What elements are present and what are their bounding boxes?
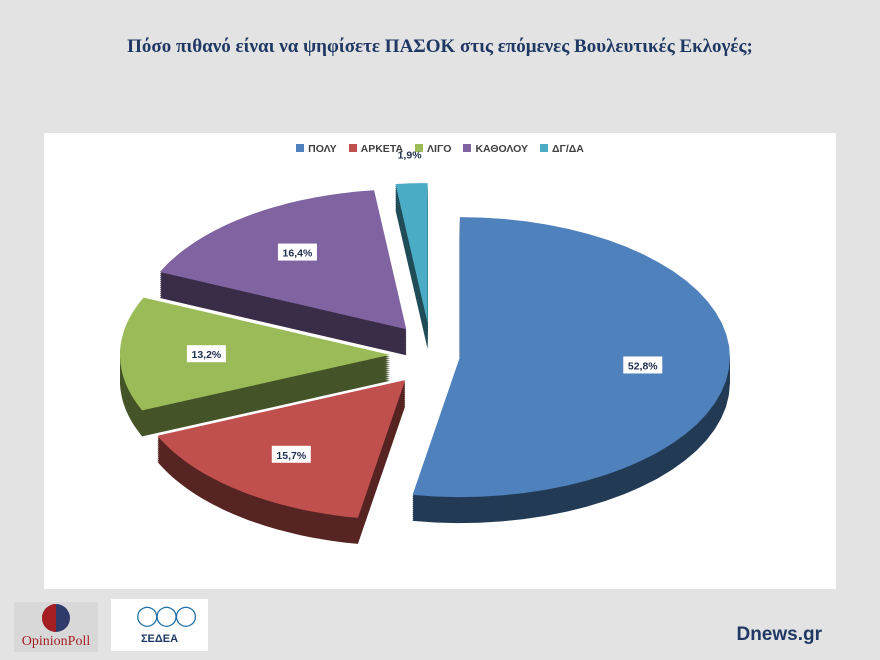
people-icon: ◯◯◯ [136,605,197,627]
data-label-text: 16,4% [283,248,313,260]
sedea-logo-text: ΣΕΔΕΑ [140,633,179,645]
pie-slice-2 [120,297,391,437]
legend-item: ΛΙΓΟ [415,143,451,155]
pie-slice-4 [395,183,428,350]
pie-slice-top [395,183,428,324]
legend-label: ΑΡΚΕΤΑ [360,143,404,155]
legend-item: ΠΟΛΥ [296,143,337,155]
sedea-logo: ◯◯◯ ΣΕΔΕΑ [111,599,208,651]
legend: ΠΟΛΥ ΑΡΚΕΤΑ ΛΙΓΟ ΚΑΘΟΛΟΥ ΔΓ/ΔΑ [0,143,880,155]
pie-slice-3 [159,190,407,356]
source-label: Dnews.gr [736,624,822,645]
legend-item: ΔΓ/ΔΑ [539,143,584,155]
legend-label: ΔΓ/ΔΑ [551,143,584,155]
pie-slice-top [412,217,730,498]
legend-swatch [348,144,357,152]
opinion-poll-logo: OpinionPoll [14,602,98,652]
legend-item: ΚΑΘΟΛΟΥ [463,143,528,155]
data-label: 15,7% [271,445,311,463]
data-label: 52,8% [623,356,663,374]
legend-swatch [296,144,305,152]
legend-label: ΚΑΘΟΛΟΥ [475,143,528,155]
data-label-text: 1,9% [398,150,423,162]
data-label-text: 15,7% [276,450,306,462]
legend-item: ΑΡΚΕΤΑ [348,143,404,155]
pie-logo-icon [42,604,70,632]
data-label: 16,4% [277,243,317,261]
legend-swatch [415,144,424,152]
pie-slice-0 [412,217,730,524]
data-label: 13,2% [186,345,226,363]
legend-swatch [463,144,472,152]
pie-slice-top [120,297,391,411]
legend-label: ΠΟΛΥ [308,143,337,155]
data-label: 1,9% [398,150,423,162]
legend-swatch [539,144,548,152]
opinion-poll-logo-text: OpinionPoll [21,634,91,649]
data-label-text: 52,8% [628,360,658,372]
legend-label: ΛΙΓΟ [427,143,452,155]
chart-title: Πόσο πιθανό είναι να ψηφίσετε ΠΑΣΟΚ στις… [127,36,753,57]
data-label-text: 13,2% [192,349,222,361]
